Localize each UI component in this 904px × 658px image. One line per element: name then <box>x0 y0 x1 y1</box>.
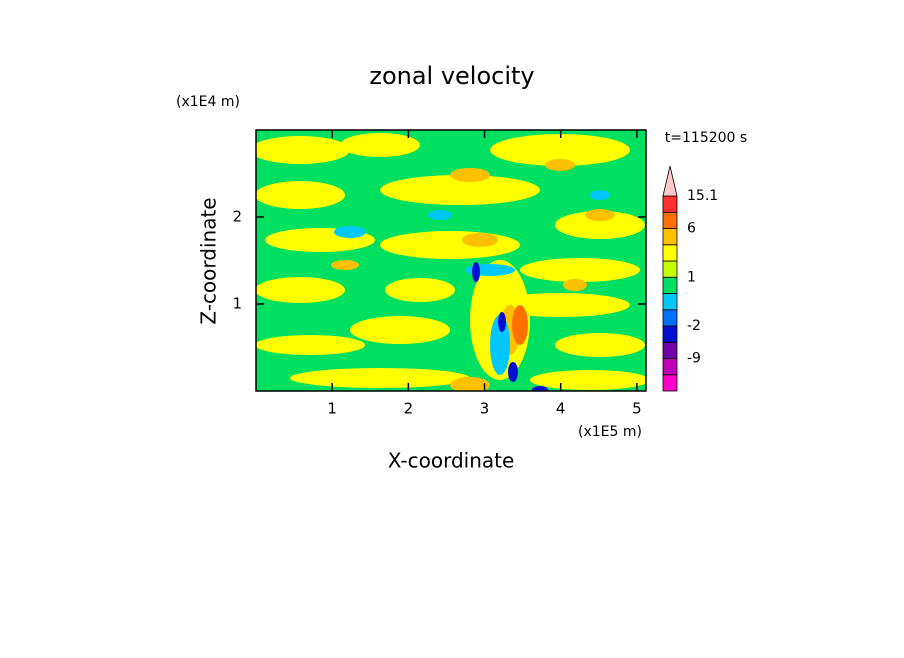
colorbar-segment <box>662 260 678 278</box>
contour-field <box>256 130 646 391</box>
colorbar-segment <box>662 374 678 392</box>
contour-patches-blue <box>472 262 548 391</box>
colorbar-segment <box>662 309 678 327</box>
y-tick-label: 2 <box>232 208 242 226</box>
annotation: t=115200 s <box>665 130 747 146</box>
colorbar-segment <box>662 228 678 246</box>
colorbar-tick-label: 6 <box>687 221 696 237</box>
x-tick-label: 3 <box>480 400 490 418</box>
colorbar-segment <box>662 325 678 343</box>
x-tick-label: 1 <box>327 400 337 418</box>
colorbar-extension <box>662 165 678 197</box>
colorbar-segment <box>662 293 678 311</box>
y-tick-label: 1 <box>232 295 242 313</box>
y-axis-label: Z-coordinate <box>197 197 221 324</box>
x-tick-label: 2 <box>404 400 414 418</box>
colorbar-segment <box>662 341 678 359</box>
chart-title: zonal velocity <box>369 62 534 90</box>
colorbar-tick-label: -2 <box>687 318 701 334</box>
x-axis-label: X-coordinate <box>388 449 515 473</box>
colorbar-segment <box>662 276 678 294</box>
colorbar-tick-label: -9 <box>687 351 701 367</box>
x-tick-label: 4 <box>556 400 566 418</box>
colorbar-tick-label: 15.1 <box>687 188 718 204</box>
colorbar-segment <box>662 195 678 213</box>
plot-frame <box>255 129 647 392</box>
x-tick-label: 5 <box>632 400 642 418</box>
colorbar-segment <box>662 244 678 262</box>
colorbar-tick-label: 1 <box>687 269 696 285</box>
x-unit: (x1E5 m) <box>578 424 642 440</box>
colorbar-segment <box>662 211 678 229</box>
y-unit: (x1E4 m) <box>176 94 240 110</box>
colorbar-segment <box>662 358 678 376</box>
